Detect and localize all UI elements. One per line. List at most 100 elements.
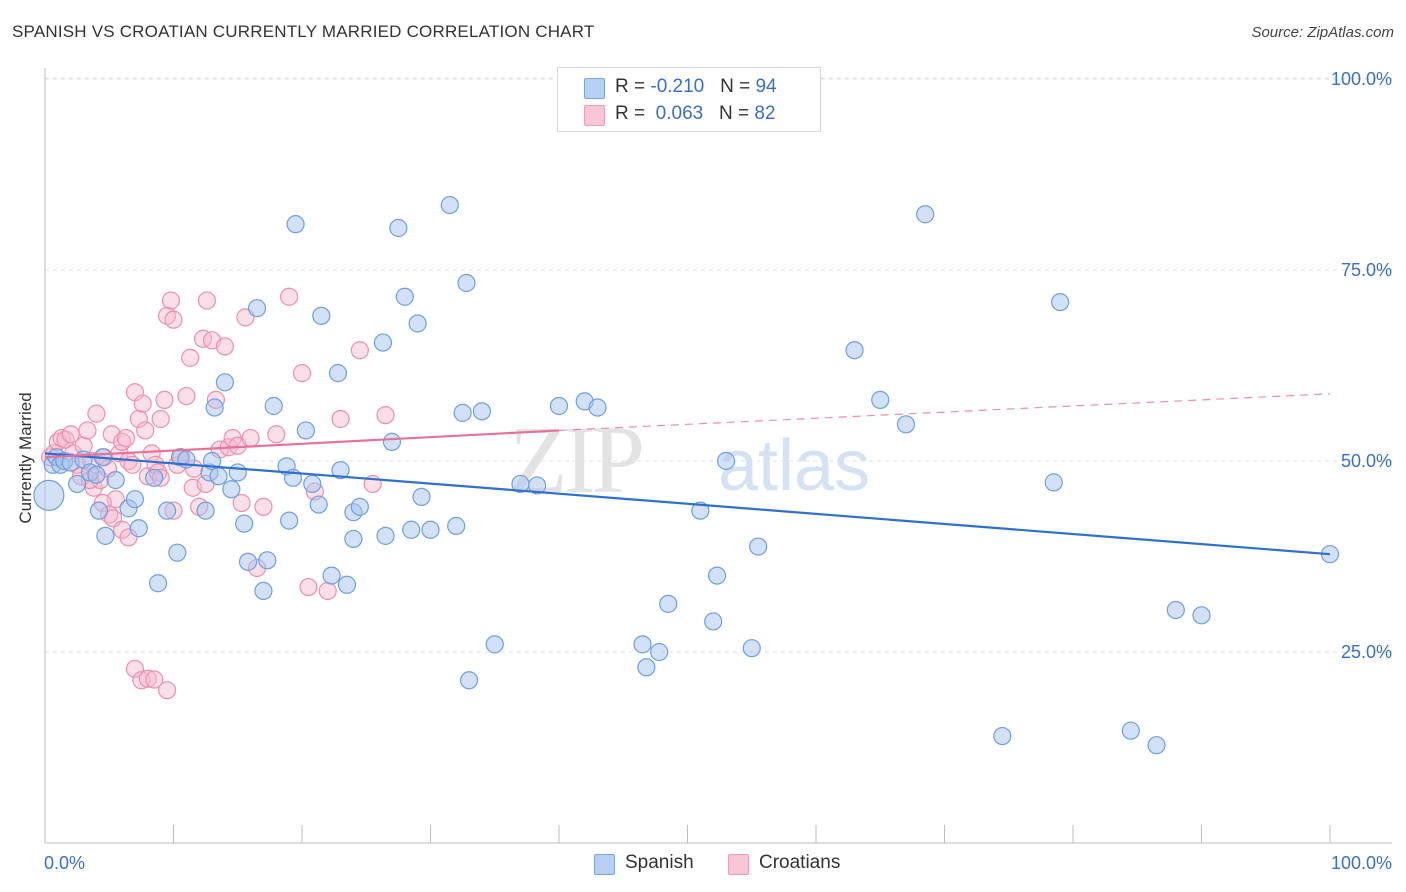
- spanish-point: [447, 516, 466, 536]
- spanish-point: [303, 474, 322, 494]
- croatians-point: [254, 497, 273, 516]
- spanish-point: [472, 402, 491, 421]
- axes: [44, 68, 1392, 844]
- chart-source: Source: ZipAtlas.com: [1251, 24, 1394, 41]
- spanish-point: [328, 364, 348, 383]
- spanish-point: [845, 341, 864, 360]
- spanish-point: [148, 574, 168, 593]
- spanish-point: [89, 501, 109, 520]
- spanish-point: [222, 480, 241, 499]
- croatians-point: [151, 409, 170, 429]
- spanish-point: [871, 390, 890, 409]
- legend-r-label: R =: [615, 76, 651, 97]
- spanish-point: [389, 218, 408, 238]
- y-tick-label: 75.0%: [1341, 260, 1392, 280]
- croatians-point: [133, 394, 152, 413]
- spanish-point: [205, 398, 224, 417]
- croatians-point: [232, 493, 251, 513]
- spanish-point: [157, 501, 177, 520]
- spanish-point: [528, 476, 547, 495]
- croatians-point: [138, 669, 157, 688]
- croatians-point: [280, 287, 299, 306]
- spanish-point: [395, 287, 414, 306]
- croatians-trend-line: [44, 429, 560, 459]
- legend-n-value: 94: [755, 76, 777, 97]
- spanish-point: [280, 511, 299, 530]
- spanish-point: [264, 396, 283, 416]
- spanish-point: [254, 581, 273, 600]
- croatians-point: [125, 659, 145, 678]
- spanish-point: [453, 403, 472, 422]
- croatians-point: [102, 425, 121, 444]
- watermark-zip: ZIP: [509, 406, 642, 513]
- legend-gap: [703, 103, 719, 124]
- legend-text-spanish: R = -0.210 N = 94: [615, 76, 777, 98]
- croatians-point: [116, 428, 136, 448]
- croatians-point: [193, 329, 213, 348]
- spanish-point: [993, 726, 1012, 746]
- spanish-point: [228, 463, 247, 482]
- spanish-point: [440, 195, 459, 215]
- spanish-point: [1051, 292, 1070, 312]
- spanish-points: [33, 195, 1340, 755]
- y-tick-label: 25.0%: [1341, 642, 1392, 662]
- legend-n-value: 82: [754, 103, 776, 124]
- spanish-point: [145, 468, 164, 487]
- croatians-point: [292, 364, 312, 383]
- spanish-point: [637, 658, 656, 677]
- spanish-point: [421, 520, 440, 539]
- spanish-point: [896, 415, 916, 434]
- spanish-point: [215, 373, 234, 392]
- spanish-point: [691, 501, 710, 520]
- legend-r-value: -0.210: [650, 76, 705, 97]
- spanish-point: [322, 566, 341, 585]
- croatians-point: [318, 581, 337, 600]
- spanish-point: [707, 566, 727, 585]
- x-tick-label: 0.0%: [44, 853, 85, 873]
- spanish-point: [716, 451, 736, 471]
- croatians-point: [164, 310, 183, 329]
- spanish-point: [412, 487, 431, 507]
- bottom-legend-label-spanish: Spanish: [625, 852, 694, 873]
- spanish-point: [68, 474, 87, 494]
- croatians-point: [376, 406, 395, 425]
- spanish-point: [402, 520, 421, 539]
- spanish-point: [650, 642, 669, 662]
- spanish-point: [485, 635, 504, 654]
- spanish-point: [344, 529, 363, 549]
- legend-r-label: R =: [615, 103, 651, 124]
- spanish-point: [749, 537, 768, 556]
- legend-r-value: 0.063: [655, 103, 704, 124]
- legend-text-croatians: R = 0.063 N = 82: [615, 103, 776, 125]
- spanish-point: [286, 215, 305, 234]
- croatians-point: [132, 671, 151, 690]
- spanish-point: [196, 501, 215, 520]
- spanish-point: [235, 514, 254, 533]
- legend-swatch-spanish: [584, 78, 605, 99]
- spanish-point: [96, 526, 115, 545]
- spanish-point: [125, 490, 145, 509]
- bottom-legend-swatch-croatians: [728, 854, 749, 875]
- spanish-point: [1192, 606, 1211, 625]
- croatians-point: [299, 577, 318, 597]
- spanish-point: [247, 299, 267, 318]
- spanish-point: [258, 551, 277, 570]
- croatians-point: [241, 428, 260, 448]
- croatians-point: [267, 425, 286, 444]
- spanish-point: [549, 396, 569, 416]
- croatians-point: [161, 291, 181, 310]
- croatians-point: [197, 291, 217, 310]
- legend-n-label: N =: [719, 103, 755, 124]
- spanish-point: [457, 273, 476, 293]
- spanish-point: [1121, 721, 1140, 740]
- croatians-point: [145, 670, 164, 689]
- croatians-point: [177, 386, 196, 406]
- spanish-point: [916, 205, 935, 224]
- spanish-point: [312, 306, 331, 325]
- croatians-point: [350, 341, 369, 360]
- croatians-point: [87, 404, 106, 423]
- croatians-point: [78, 421, 97, 440]
- croatians-trend-extension: [558, 393, 1331, 432]
- legend-swatch-croatians: [584, 105, 605, 126]
- spanish-point: [209, 467, 228, 486]
